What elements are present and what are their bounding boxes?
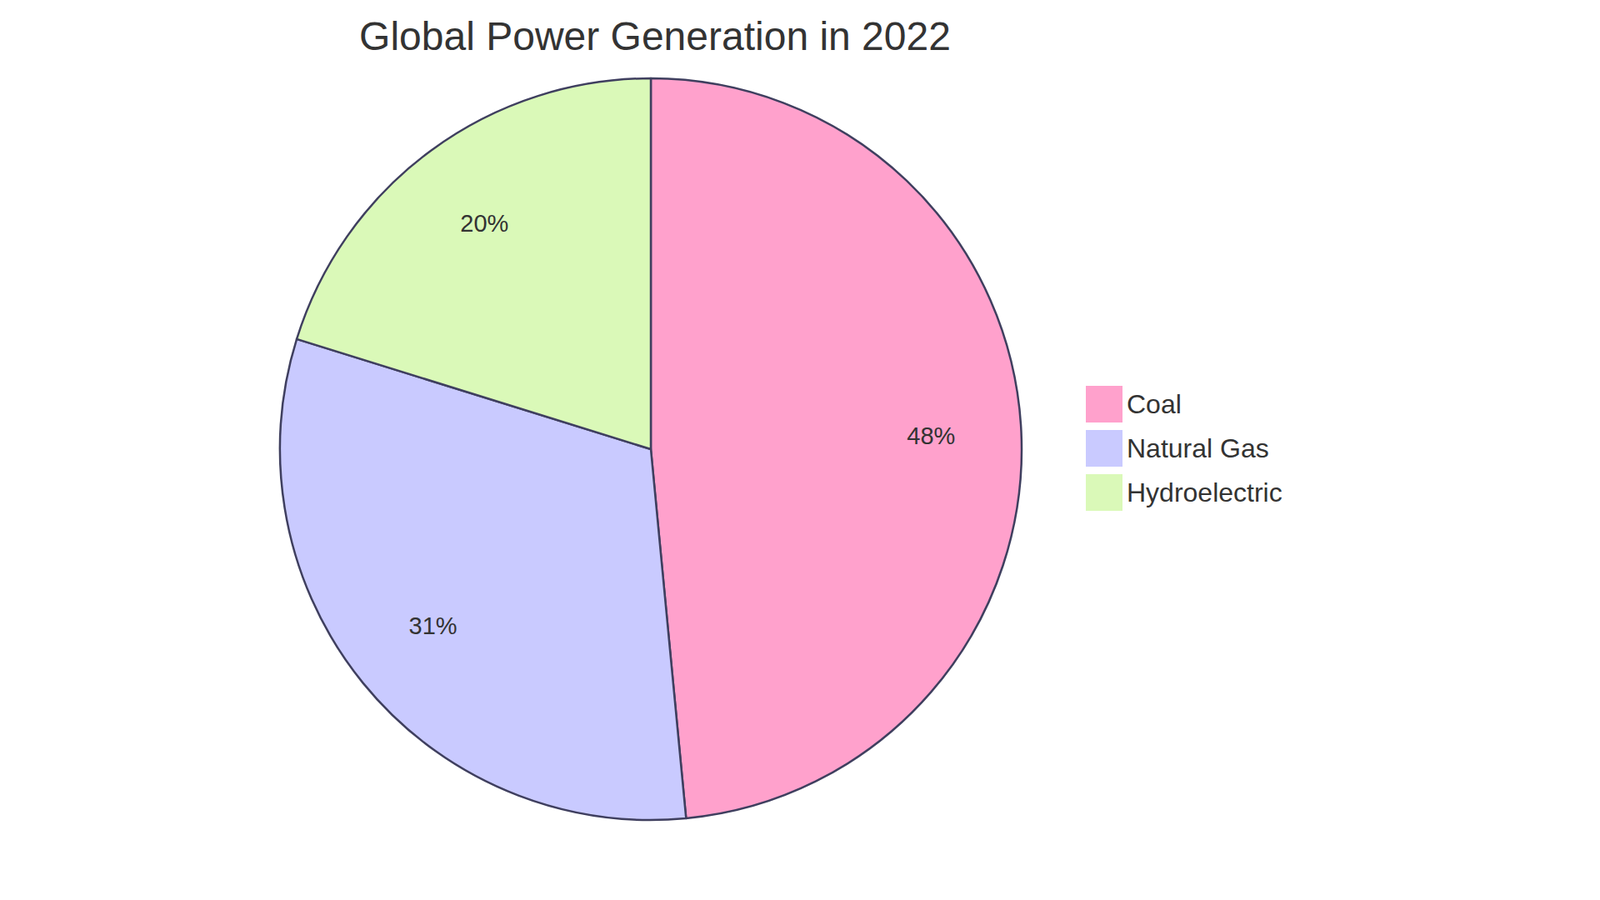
svg-text:Natural Gas: Natural Gas bbox=[1126, 433, 1270, 464]
svg-text:31%: 31% bbox=[409, 612, 458, 640]
svg-text:20%: 20% bbox=[460, 210, 509, 237]
svg-text:Hydroelectric: Hydroelectric bbox=[1126, 477, 1283, 508]
svg-text:Global Power Generation in 202: Global Power Generation in 2022 bbox=[359, 14, 951, 59]
svg-text:Coal: Coal bbox=[1126, 389, 1182, 420]
svg-text:48%: 48% bbox=[906, 422, 955, 450]
